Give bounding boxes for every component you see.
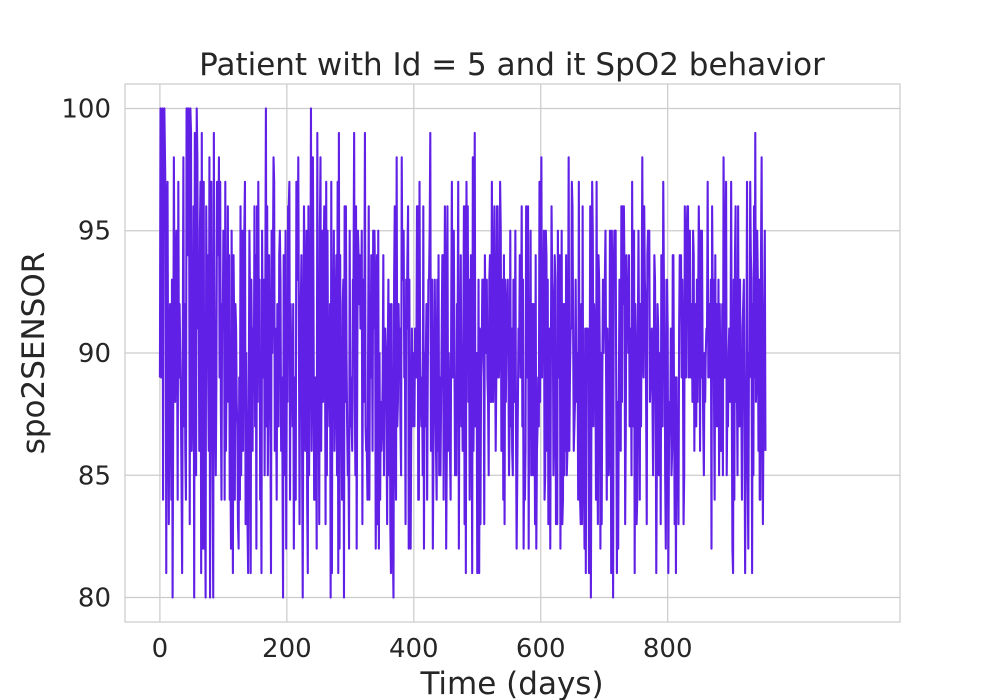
x-tick-labels: 0 200 400 600 800: [152, 634, 693, 664]
y-tick-labels: 80 85 90 95 100: [61, 94, 111, 613]
x-axis-label: Time (days): [419, 666, 603, 700]
x-tick-label: 0: [152, 634, 169, 664]
x-tick-label: 400: [389, 634, 439, 664]
series-line: [158, 107, 767, 599]
y-axis-label: spo2SENSOR: [16, 252, 52, 455]
series-layer: [158, 107, 767, 599]
y-tick-label: 100: [61, 94, 111, 124]
x-tick-label: 200: [262, 634, 312, 664]
y-tick-label: 80: [78, 584, 111, 614]
x-tick-label: 800: [643, 634, 693, 664]
y-tick-label: 95: [78, 217, 111, 247]
y-tick-label: 90: [78, 339, 111, 369]
chart-title: Patient with Id = 5 and it SpO2 behavior: [199, 47, 825, 83]
plot-frame: [124, 83, 901, 623]
x-tick-label: 600: [516, 634, 566, 664]
y-tick-label: 85: [78, 461, 111, 491]
